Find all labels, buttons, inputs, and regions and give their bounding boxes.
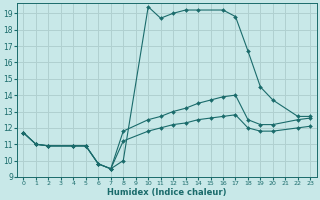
- X-axis label: Humidex (Indice chaleur): Humidex (Indice chaleur): [107, 188, 227, 197]
